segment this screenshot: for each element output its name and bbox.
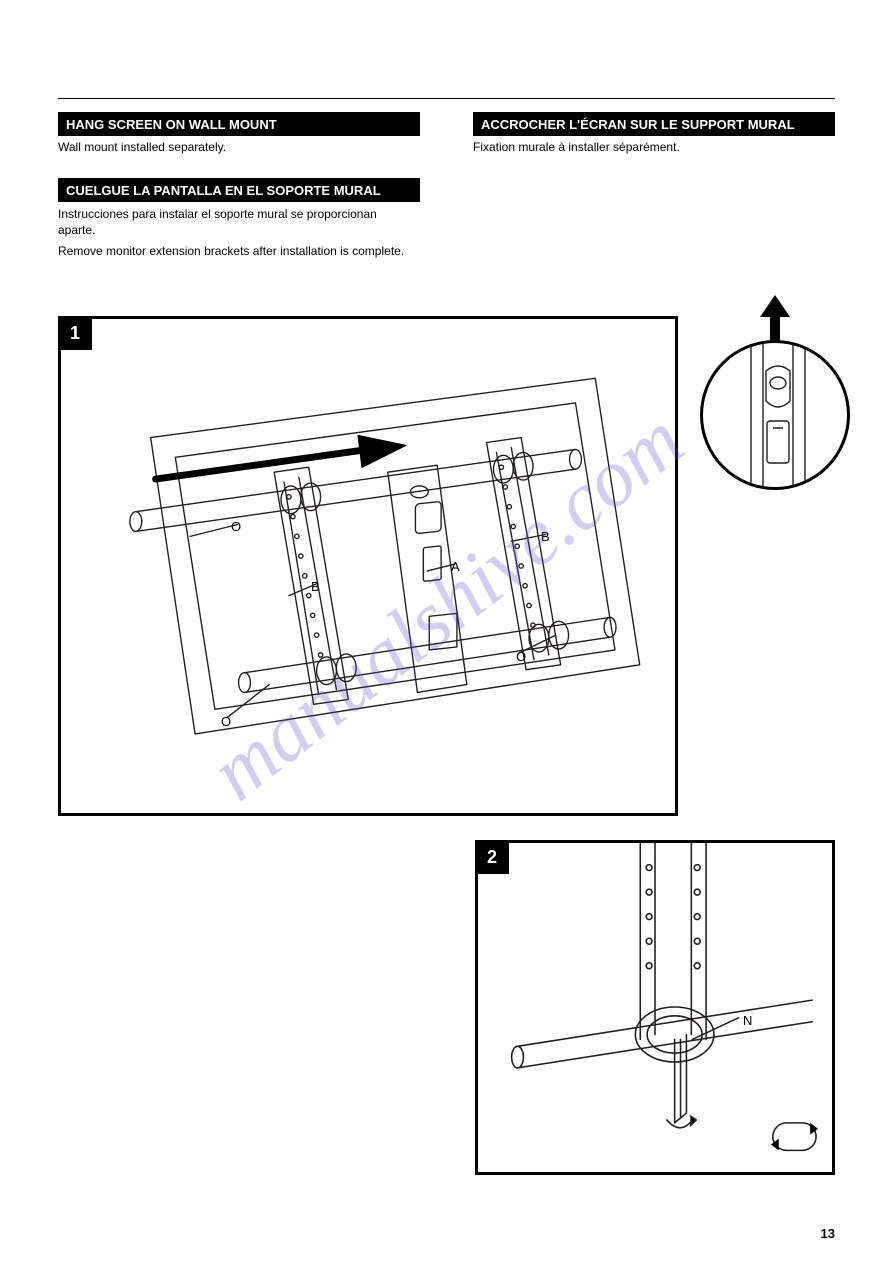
up-arrow-icon (758, 295, 792, 345)
heading-hang-screen-fr: ACCROCHER L'ÉCRAN SUR LE SUPPORT MURAL (473, 112, 835, 136)
subtext-es-line1: Instrucciones para instalar el soporte m… (58, 207, 377, 221)
subtext-es: Instrucciones para instalar el soporte m… (58, 206, 420, 238)
intro-text: Remove monitor extension brackets after … (58, 244, 420, 258)
heading-hang-screen-en: HANG SCREEN ON WALL MOUNT (58, 112, 420, 136)
subtext-es-line2: aparte. (58, 223, 95, 237)
detail-circle-diagram (703, 343, 850, 490)
label-B-right: B (541, 529, 550, 544)
top-rule (58, 98, 835, 99)
label-O-bottom-right: O (516, 649, 526, 664)
subtext-fr: Fixation murale à installer séparément. (473, 140, 835, 154)
detail-circle-inset (700, 340, 850, 490)
label-A: A (451, 559, 460, 574)
label-N: N (743, 1013, 752, 1028)
label-B-left: B (311, 579, 320, 594)
figure-1-diagram (61, 319, 675, 813)
figure-1-frame: 1 (58, 316, 678, 816)
subtext-en: Wall mount installed separately. (58, 140, 420, 154)
figure-2-diagram (478, 843, 832, 1172)
page-number: 13 (821, 1226, 835, 1241)
label-O-top: O (231, 519, 241, 534)
label-O-bottom-left: O (221, 714, 231, 729)
manual-page: HANG SCREEN ON WALL MOUNT Wall mount ins… (0, 0, 893, 1263)
figure-2-frame: 2 (475, 840, 835, 1175)
heading-hang-screen-es: CUELGUE LA PANTALLA EN EL SOPORTE MURAL (58, 178, 420, 202)
